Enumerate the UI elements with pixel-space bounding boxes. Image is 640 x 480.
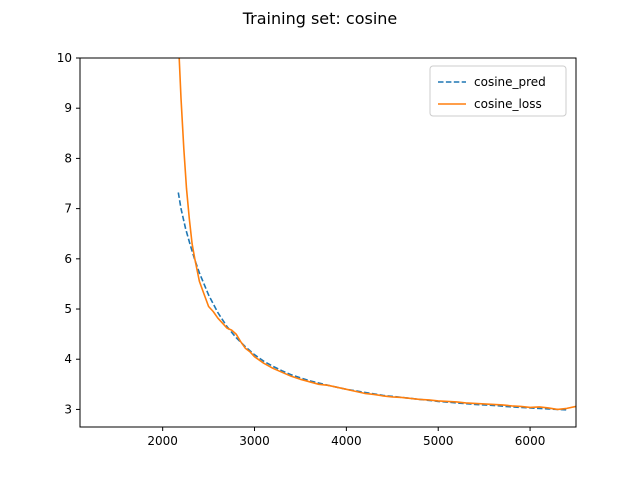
series-line-cosine-pred: [177, 192, 567, 411]
legend-label-cosine-pred: cosine_pred: [474, 75, 546, 89]
chart-title: Training set: cosine: [242, 9, 398, 28]
y-tick-label: 7: [64, 202, 72, 216]
series-line-cosine-loss: [178, 58, 576, 411]
legend-label-cosine-loss: cosine_loss: [474, 97, 542, 111]
y-tick-label: 9: [64, 101, 72, 115]
x-tick-label: 5000: [423, 434, 454, 448]
plot-frame: [79, 57, 577, 428]
y-tick-label: 4: [64, 352, 72, 366]
plot-area: [177, 58, 576, 411]
x-tick-label: 2000: [147, 434, 178, 448]
x-tick-label: 3000: [239, 434, 270, 448]
y-tick-label: 6: [64, 252, 72, 266]
legend: cosine_pred cosine_loss: [429, 65, 567, 117]
axes: 2000 3000 4000 5000 6000 3 4 5 6 7 8 9 10: [57, 51, 577, 448]
x-tick-label: 6000: [515, 434, 546, 448]
y-tick-label: 8: [64, 151, 72, 165]
y-tick-label: 5: [64, 302, 72, 316]
x-tick-label: 4000: [331, 434, 362, 448]
y-tick-label: 3: [64, 402, 72, 416]
y-tick-label: 10: [57, 51, 72, 65]
